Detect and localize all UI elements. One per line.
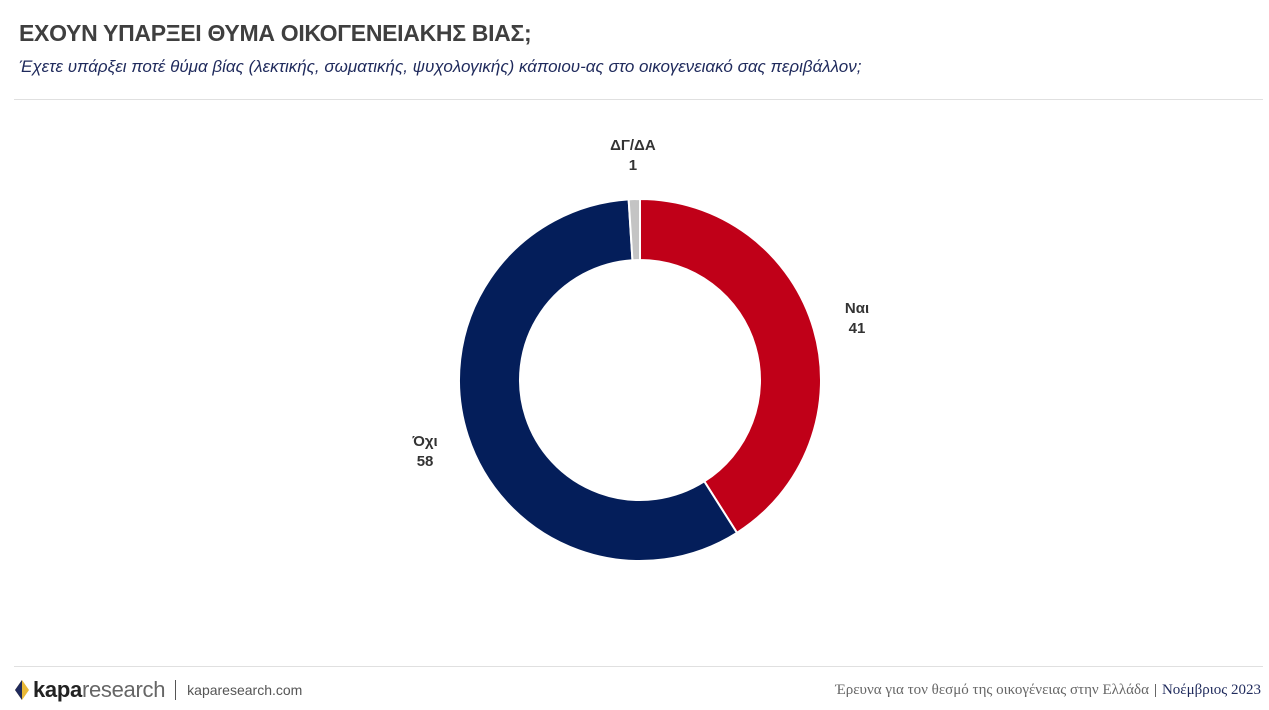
footer-survey-info: Έρευνα για τον θεσμό της οικογένειας στη… [835, 682, 1261, 699]
logo-word-bold: kapa [33, 677, 82, 702]
page-subtitle: Έχετε υπάρξει ποτέ θύμα βίας (λεκτικής, … [19, 57, 862, 76]
survey-name: Έρευνα για τον θεσμό της οικογένειας στη… [835, 682, 1149, 698]
footer-brand-separator [175, 680, 177, 700]
footer-brand: kapa research kaparesearch.com [14, 676, 302, 704]
kapa-research-logo: kapa research [14, 677, 165, 703]
donut-slice-3 [627, 197, 641, 262]
header-divider [14, 99, 1263, 100]
donut-chart-svg: Ναι 41 Όχι 58 ΔΓ/ΔΑ 1 [411, 137, 869, 562]
website-link[interactable]: kaparesearch.com [187, 682, 303, 698]
footer-divider [14, 666, 1263, 667]
page-title: ΕΧΟΥΝ ΥΠΑΡΞΕΙ ΘΥΜΑ ΟΙΚΟΓΕΝΕΙΑΚΗΣ ΒΙΑΣ; [19, 20, 532, 46]
footer-separator: | [1153, 682, 1157, 698]
donut-chart: Ναι 41 Όχι 58 ΔΓ/ΔΑ 1 [0, 100, 1269, 660]
slice-value-1: 41 [849, 320, 866, 337]
logo-mark-icon [15, 680, 29, 700]
slice-value-3: 1 [629, 157, 637, 174]
slice-value-2: 58 [417, 453, 434, 470]
slice-label-3: ΔΓ/ΔΑ [610, 137, 656, 154]
slice-label-1: Ναι [845, 300, 869, 317]
survey-date: Νοέμβριος 2023 [1161, 682, 1261, 698]
donut-slice-2 [458, 198, 739, 562]
logo-word-light: research [81, 677, 166, 702]
slice-label-2: Όχι [411, 433, 437, 450]
donut-slice-1 [639, 197, 822, 535]
